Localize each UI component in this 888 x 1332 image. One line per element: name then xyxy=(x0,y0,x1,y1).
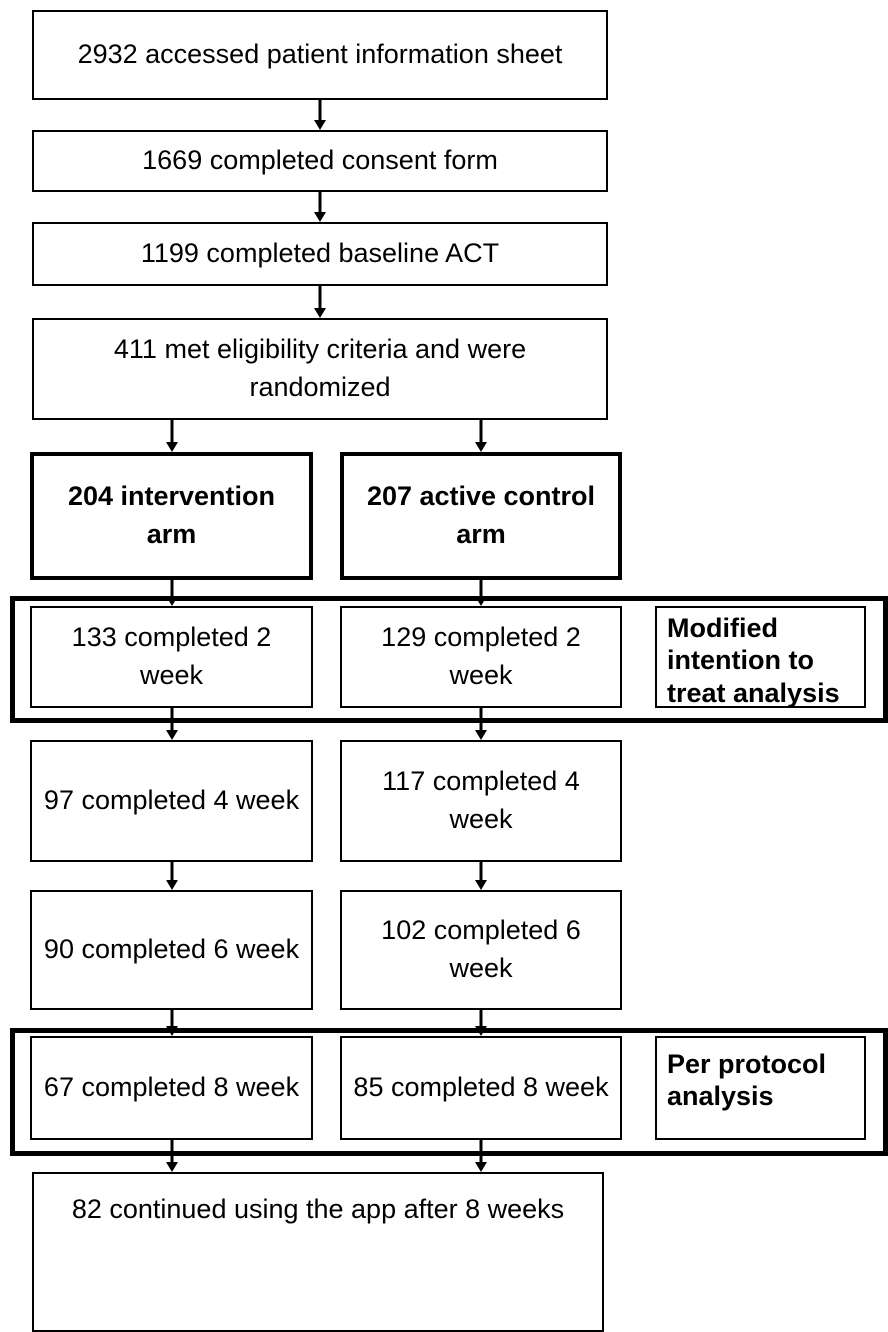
node: 90 completed 6 week xyxy=(30,890,313,1010)
arrow-head xyxy=(475,1162,487,1172)
arrow-head xyxy=(166,596,178,606)
node: 133 completed 2 week xyxy=(30,606,313,708)
group-frame xyxy=(10,596,888,723)
arrow-head xyxy=(166,730,178,740)
arrow-head xyxy=(166,1026,178,1036)
arrow-head xyxy=(475,1026,487,1036)
node: 1669 completed consent form xyxy=(32,130,608,192)
group-label: Modified intention to treat analysis xyxy=(655,606,866,708)
arrow-head xyxy=(166,1162,178,1172)
arrow-head xyxy=(314,120,326,130)
node: 2932 accessed patient information sheet xyxy=(32,10,608,100)
node: 207 active control arm xyxy=(340,452,622,580)
arrow-head xyxy=(314,308,326,318)
arrow-head xyxy=(475,442,487,452)
node: 117 completed 4 week xyxy=(340,740,622,862)
node: 97 completed 4 week xyxy=(30,740,313,862)
arrow-head xyxy=(475,730,487,740)
arrow-head xyxy=(475,880,487,890)
node: 411 met eligibility criteria and were ra… xyxy=(32,318,608,420)
arrow-head xyxy=(166,442,178,452)
node: 82 continued using the app after 8 weeks xyxy=(32,1172,604,1332)
node: 204 intervention arm xyxy=(30,452,313,580)
node: 129 completed 2 week xyxy=(340,606,622,708)
node: 67 completed 8 week xyxy=(30,1036,313,1140)
node: 1199 completed baseline ACT xyxy=(32,222,608,286)
arrow-head xyxy=(166,880,178,890)
arrow-head xyxy=(314,212,326,222)
node: 85 completed 8 week xyxy=(340,1036,622,1140)
group-label: Per protocol analysis xyxy=(655,1036,866,1140)
arrow-head xyxy=(475,596,487,606)
group-frame xyxy=(10,1028,888,1156)
node: 102 completed 6 week xyxy=(340,890,622,1010)
